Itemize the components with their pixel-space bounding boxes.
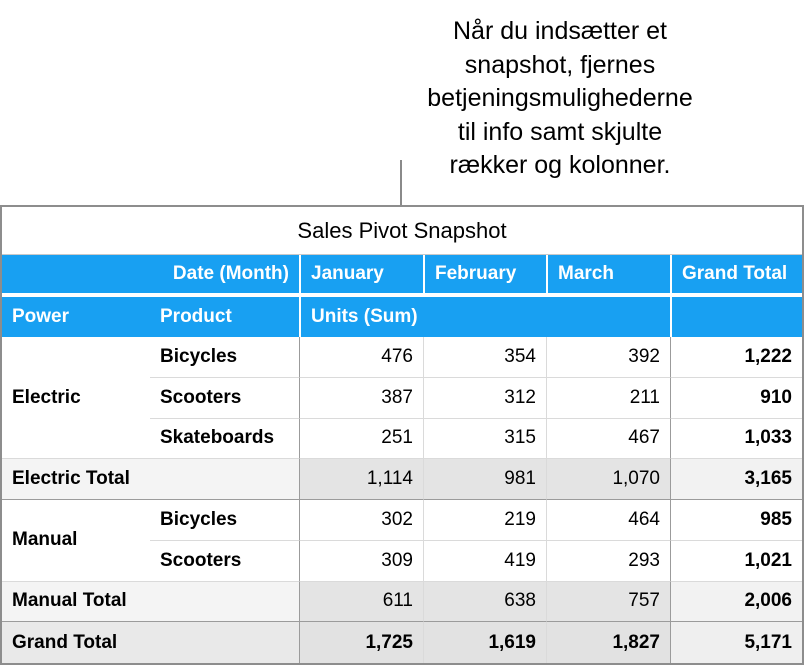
row-label-product: Bicycles <box>150 337 299 378</box>
header-january: January <box>299 255 423 293</box>
pivot-cell-subtotal-total: 2,006 <box>670 581 802 623</box>
callout-line: til info samt skjulte <box>457 117 663 146</box>
row-label-product: Skateboards <box>150 419 299 460</box>
pivot-cell-grand-total: 1,619 <box>423 622 546 663</box>
header-gap <box>2 293 802 297</box>
header-february: February <box>423 255 546 293</box>
pivot-cell: 476 <box>299 337 423 378</box>
pivot-cell: 219 <box>423 500 546 541</box>
pivot-cell-grand-total: 1,725 <box>299 622 423 663</box>
callout-line: Når du indsætter et <box>453 17 667 45</box>
header-march: March <box>546 255 670 293</box>
row-label-product: Bicycles <box>150 500 299 541</box>
pivot-cell-row-total: 1,222 <box>670 337 802 378</box>
header-date-month: Date (Month) <box>2 255 299 293</box>
pivot-cell: 302 <box>299 500 423 541</box>
pivot-cell-subtotal: 981 <box>423 459 546 500</box>
pivot-cell: 392 <box>546 337 670 378</box>
pivot-cell-subtotal: 757 <box>546 581 670 623</box>
table-title: Sales Pivot Snapshot <box>2 207 802 255</box>
row-group-electric: Electric <box>2 337 150 460</box>
pivot-cell: 293 <box>546 540 670 582</box>
pivot-cell-subtotal: 638 <box>423 581 546 623</box>
pivot-cell-row-total: 1,021 <box>670 540 802 582</box>
callout-line: betjeningsmulighederne <box>427 84 693 112</box>
pivot-cell-row-total: 985 <box>670 500 802 541</box>
callout-text: Når du indsætter et snapshot, fjernes be… <box>378 15 742 183</box>
empty-cell <box>150 459 299 500</box>
row-label-product: Scooters <box>150 378 299 419</box>
pivot-cell: 211 <box>546 377 670 419</box>
pivot-cell-subtotal-total: 3,165 <box>670 459 802 500</box>
pivot-cell: 387 <box>299 377 423 419</box>
empty-cell <box>150 622 299 663</box>
pivot-table-snapshot: Sales Pivot Snapshot Date (Month) Januar… <box>0 205 804 665</box>
pivot-cell-row-total: 910 <box>670 377 802 419</box>
pivot-cell: 354 <box>423 337 546 378</box>
callout-line: rækker og kolonner. <box>449 151 671 179</box>
pivot-cell: 419 <box>423 540 546 582</box>
empty-cell <box>150 581 299 623</box>
header-grand-total: Grand Total <box>670 255 802 293</box>
pivot-cell: 251 <box>299 418 423 460</box>
row-label-manual-total: Manual Total <box>2 581 150 623</box>
pivot-cell: 467 <box>546 418 670 460</box>
pivot-cell-subtotal: 611 <box>299 581 423 623</box>
callout-connector-line <box>400 160 402 206</box>
pivot-cell-subtotal: 1,070 <box>546 459 670 500</box>
pivot-cell: 309 <box>299 540 423 582</box>
header-empty-cell <box>670 297 802 337</box>
pivot-cell-grand-total: 1,827 <box>546 622 670 663</box>
row-label-product: Scooters <box>150 541 299 582</box>
row-label-grand-total: Grand Total <box>2 622 150 663</box>
row-group-manual: Manual <box>2 500 150 582</box>
row-label-electric-total: Electric Total <box>2 459 150 500</box>
pivot-cell: 312 <box>423 377 546 419</box>
pivot-cell-row-total: 1,033 <box>670 418 802 460</box>
header-units-sum: Units (Sum) <box>299 297 670 337</box>
header-product: Product <box>150 297 299 337</box>
header-power: Power <box>2 297 150 337</box>
callout-line: snapshot, fjernes <box>464 50 656 79</box>
pivot-cell-grand-total: 5,171 <box>670 622 802 663</box>
pivot-cell: 315 <box>423 418 546 460</box>
pivot-cell: 464 <box>546 500 670 541</box>
pivot-grid: Sales Pivot Snapshot Date (Month) Januar… <box>2 207 802 663</box>
pivot-cell-subtotal: 1,114 <box>299 459 423 500</box>
